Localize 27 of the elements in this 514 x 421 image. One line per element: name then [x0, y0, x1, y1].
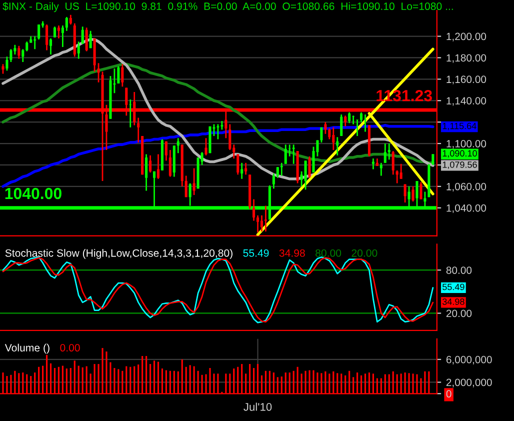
ref-line-label: 20.00 [352, 249, 378, 257]
y-tick-label: 1,140.00 [446, 97, 486, 106]
text: 1,090.10 [442, 150, 477, 158]
y-tick-label: 80.00 [446, 266, 472, 274]
y-tick-label: 1,180.00 [446, 54, 486, 63]
y-tick-label: 6,000,000 [446, 356, 492, 365]
y-tick-label: 1,100.00 [446, 140, 486, 149]
y-tick-label: 1,160.00 [446, 76, 486, 84]
chart-title: Volume () [4, 344, 50, 354]
ref-line-label: 80.00 [316, 249, 342, 257]
series-label: 55.49 [243, 249, 269, 257]
series-label: 34.98 [279, 249, 305, 257]
series-label: 0.00 [60, 344, 80, 352]
x-tick-label: Jul'10 [244, 402, 272, 411]
y-tick-label: 1,060.00 [446, 182, 486, 192]
data-label: 34.98 [442, 298, 464, 305]
data-label: 1,079.56 [442, 161, 477, 169]
data-label: 55.49 [442, 284, 464, 290]
data-label: 1,115.64 [442, 122, 476, 130]
ref-line-label: 1040.00 [5, 188, 62, 200]
y-tick-label: 1,200.00 [446, 32, 486, 42]
y-tick-label: 0 [446, 390, 452, 398]
chart-title: Stochastic Slow (High,Low,Close,14,3,3,1,20,80) [5, 249, 232, 259]
y-tick-label: 20.00 [446, 310, 472, 318]
y-tick-label: 1,040.00 [446, 204, 486, 213]
chart-title: $INX - Daily US L=1090.10 9.81 0.91% B=0.00 A=0.00 O=1080.66 Hi=1090.10 Lo=1080 ... [2, 2, 453, 12]
y-tick-label: 2,000,000 [446, 378, 492, 388]
